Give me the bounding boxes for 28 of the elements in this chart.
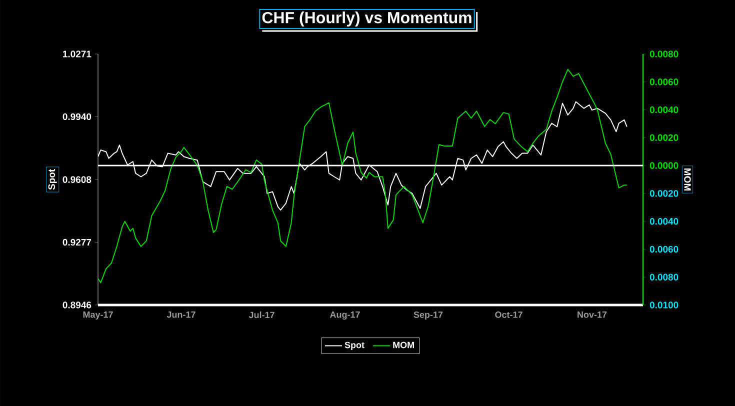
y2-tick-label: 0.0040	[650, 106, 678, 114]
x-tick-label: May-17	[83, 312, 113, 320]
line-series	[98, 68, 628, 284]
y2-tick-label: 0.0020	[650, 190, 678, 197]
y2-tick-label: 0.0100	[650, 302, 678, 308]
y2-tick-label: 0.0080	[650, 50, 678, 58]
y2-tick-label: 0.0060	[650, 246, 678, 253]
y2-tick-label: 0.0080	[650, 274, 678, 280]
y2-axis-title: MOM	[684, 168, 691, 190]
y2-tick-label: 0.0060	[650, 78, 678, 86]
x-tick-label: Jun-17	[166, 312, 196, 318]
legend-label: MOM	[393, 342, 414, 348]
chart-title: CHF (Hourly) vs Momentum	[262, 12, 472, 26]
y-axis-title: Spot	[48, 169, 57, 190]
y2-tick-label: 0.0000	[650, 162, 678, 169]
y-tick-label: 0.9277	[62, 238, 92, 246]
legend-label: Spot	[344, 342, 364, 350]
y-tick-label: 0.9940	[62, 113, 92, 120]
x-tick-label: Oct-17	[495, 312, 522, 318]
y2-tick-label: 0.0020	[650, 134, 678, 142]
x-tick-label: Jul-17	[248, 312, 274, 318]
y-tick-label: 0.9608	[62, 176, 92, 183]
y-tick-label: 1.0271	[63, 50, 92, 58]
x-tick-label: Sep-17	[414, 312, 443, 320]
x-tick-label: Aug-17	[330, 312, 360, 320]
x-tick-label: Nov-17	[578, 312, 607, 318]
y-tick-label: 0.8946	[62, 302, 92, 308]
y2-tick-label: 0.0040	[650, 218, 678, 225]
